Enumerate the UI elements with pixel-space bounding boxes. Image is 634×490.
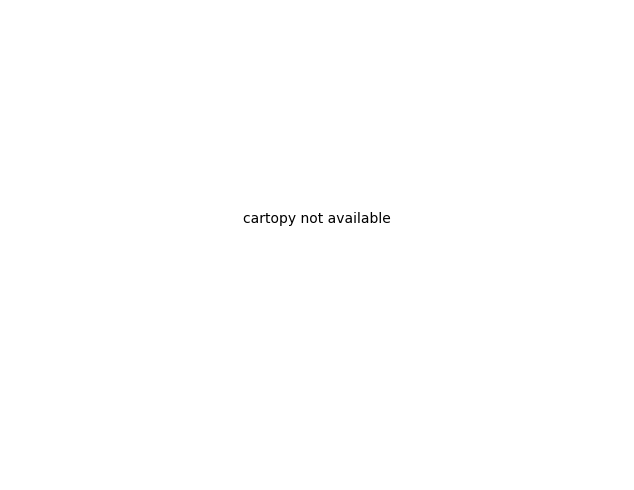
Text: cartopy not available: cartopy not available bbox=[243, 212, 391, 226]
